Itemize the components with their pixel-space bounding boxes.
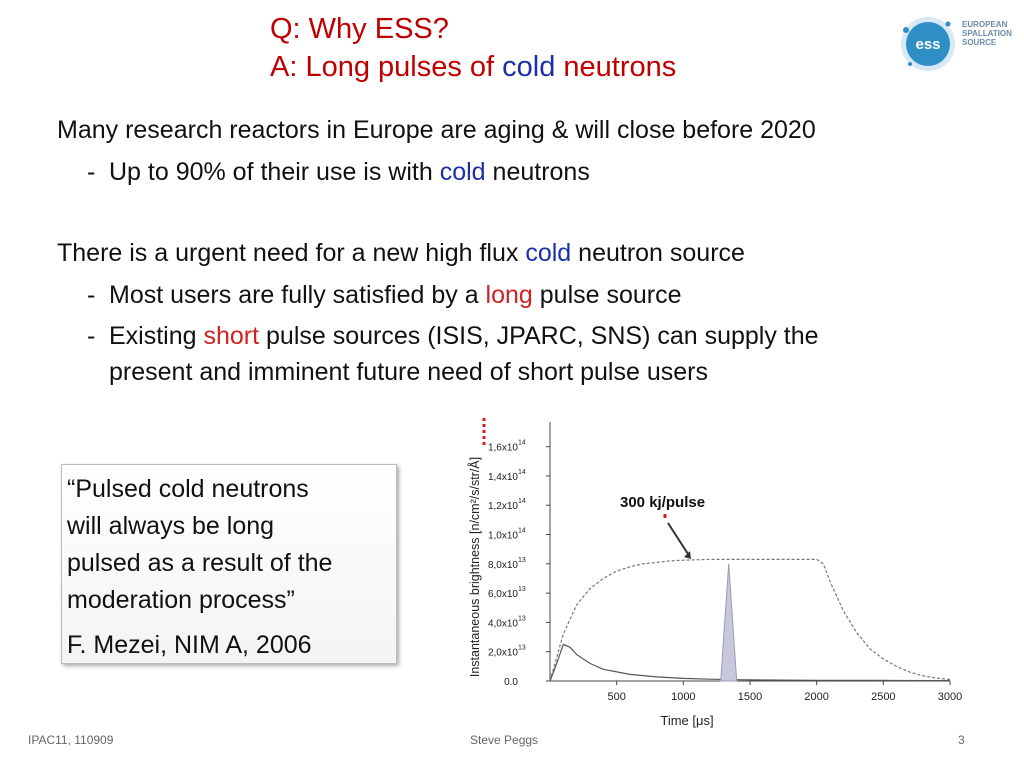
point-1-text: Many research reactors in Europe are agi… — [57, 116, 816, 144]
x-tick-label: 2500 — [871, 691, 895, 703]
y-tick-label: 8,0x10 — [488, 560, 518, 571]
logo-mark: ess — [915, 36, 940, 53]
moderator-decay-line — [549, 643, 951, 682]
point-1-sub: - Up to 90% of their use is with cold neu… — [87, 155, 590, 190]
annotation-arrowhead — [684, 551, 691, 559]
logo-line-1: EUROPEAN — [962, 20, 1008, 29]
y-tick-exponent: 14 — [518, 440, 526, 447]
point-1-sub-highlight: cold — [439, 158, 486, 186]
x-tick-label: 500 — [607, 691, 625, 703]
slide-title: Q: Why ESS? A: Long pulses of cold neutr… — [270, 10, 676, 86]
y-tick-label: 2,0x10 — [488, 648, 518, 659]
footer-page-number: 3 — [958, 733, 965, 747]
point-2-sub-2-highlight: short — [203, 322, 260, 350]
point-2-sub-1-highlight: long — [485, 281, 533, 309]
quote-text: “Pulsed cold neutrons will always be lon… — [67, 475, 333, 614]
bullet-dash: - — [87, 281, 96, 309]
footer-author: Steve Peggs — [470, 733, 539, 747]
logo-wordmark: EUROPEAN SPALLATION SOURCE — [962, 20, 1012, 47]
y-tick-label: 1,4x10 — [488, 472, 518, 483]
y-tick-label: 4,0x10 — [488, 618, 518, 629]
x-tick-label: 2000 — [804, 691, 828, 703]
point-2-text: There is a urgent need for a new high fl… — [57, 236, 745, 271]
logo-line-2: SPALLATION — [962, 29, 1012, 38]
annotation-arrow — [667, 522, 689, 555]
chart-annotation: 300 kj/pulse — [620, 494, 705, 511]
x-tick-label: 1500 — [738, 691, 762, 703]
ess-logo: ess — [901, 17, 955, 71]
point-2-highlight: cold — [525, 239, 572, 267]
y-tick-label: 1,6x10 — [488, 443, 518, 454]
bullet-dash: - — [87, 158, 96, 186]
y-tick-exponent: 14 — [518, 528, 526, 535]
y-tick-label: 0.0 — [504, 677, 518, 688]
point-2-sub-2-continued: present and imminent future need of shor… — [109, 358, 708, 386]
bullet-dash: - — [87, 322, 96, 350]
logo-dot-a — [903, 27, 909, 33]
y-tick-label: 1,0x10 — [488, 531, 518, 542]
point-2-suffix: neutron source — [571, 239, 745, 267]
y-tick-label: 1,2x10 — [488, 501, 518, 512]
x-tick-label: 1000 — [671, 691, 695, 703]
y-tick-exponent: 13 — [518, 586, 526, 593]
title-answer-suffix: neutrons — [555, 51, 677, 83]
y-tick-label: 6,0x10 — [488, 589, 518, 600]
logo-disc — [906, 22, 950, 66]
chart-background — [460, 402, 970, 732]
y-axis-label: Instantaneous brightness [n/cm²/s/str/Å] — [467, 457, 482, 677]
point-2-sub-1-prefix: Most users are fully satisfied by a — [109, 281, 486, 309]
y-tick-exponent: 14 — [518, 469, 526, 476]
brightness-chart: Instantaneous brightness [n/cm²/s/str/Å]… — [460, 402, 970, 732]
title-answer: A: Long pulses of cold neutrons — [270, 48, 676, 86]
point-2-sub-2: - Existing short pulse sources (ISIS, JPA… — [87, 319, 819, 354]
title-answer-highlight: cold — [502, 51, 556, 83]
x-tick-label: 3000 — [938, 691, 962, 703]
logo-dot-b — [945, 21, 951, 27]
title-question: Q: Why ESS? — [270, 13, 449, 45]
point-1-sub-prefix: Up to 90% of their use is with — [109, 158, 440, 186]
y-tick-exponent: 14 — [518, 498, 526, 505]
quote-box: “Pulsed cold neutrons will always be lon… — [61, 464, 397, 664]
point-2-sub-2-prefix: Existing — [109, 322, 204, 350]
footer-event: IPAC11, 110909 — [28, 733, 114, 747]
point-2-sub-1: - Most users are fully satisfied by a lon… — [87, 278, 682, 313]
point-2-sub-2-suffix: pulse sources (ISIS, JPARC, SNS) can sup… — [259, 322, 819, 350]
point-2-sub-1-suffix: pulse source — [532, 281, 682, 309]
y-tick-exponent: 13 — [518, 557, 526, 564]
short-pulse-area — [720, 563, 738, 682]
logo-line-3: SOURCE — [962, 38, 997, 47]
x-axis-label: Time [μs] — [660, 713, 713, 728]
y-tick-exponent: 13 — [518, 645, 526, 652]
title-answer-prefix: A: Long pulses of — [270, 51, 503, 83]
y-tick-exponent: 13 — [518, 615, 526, 622]
long-pulse-line — [549, 558, 951, 682]
quote-citation: F. Mezei, NIM A, 2006 — [67, 631, 312, 659]
point-2-prefix: There is a urgent need for a new high fl… — [57, 239, 526, 267]
point-1-sub-suffix: neutrons — [485, 158, 590, 186]
logo-dot-c — [908, 62, 912, 66]
